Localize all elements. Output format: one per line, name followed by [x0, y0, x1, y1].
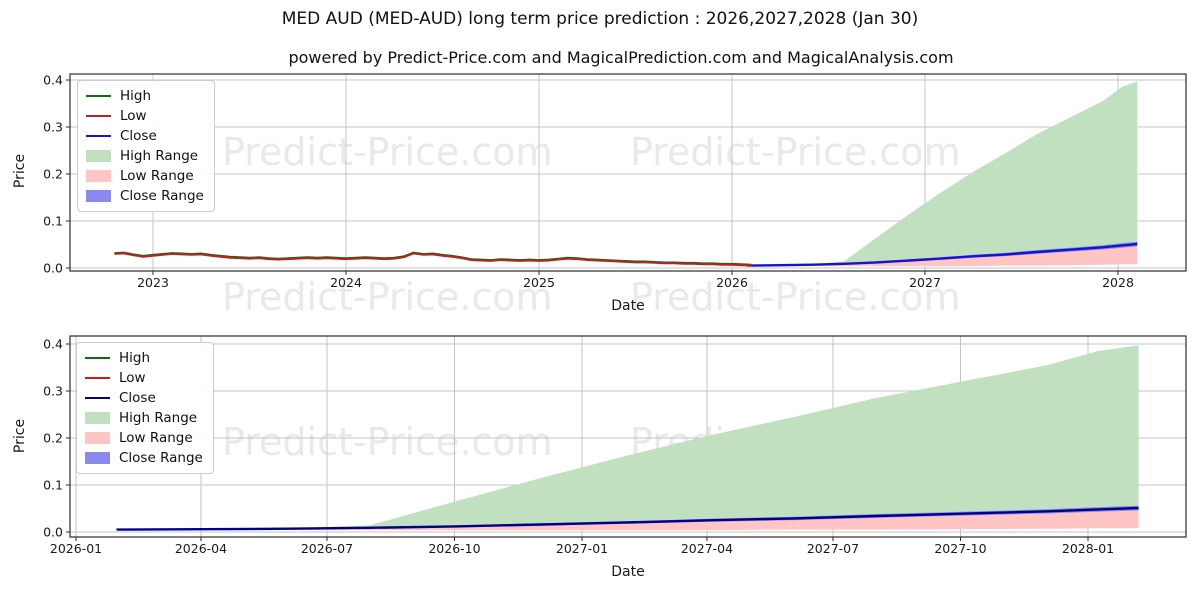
x-axis-label: Date	[611, 298, 644, 314]
plot-border	[69, 335, 1187, 538]
y-tick-label: 0.2	[43, 430, 63, 445]
watermark-text: Predict-Price.com	[630, 130, 961, 174]
high-range-area	[747, 81, 1138, 266]
high-line-swatch	[86, 95, 111, 97]
watermark-text: Predict-Price.com	[630, 275, 961, 319]
legend-item: High Range	[85, 408, 203, 428]
low_range_fill-swatch	[86, 170, 111, 182]
x-tick-label: 2027-07	[807, 541, 859, 556]
x-tick-label: 2026-10	[428, 541, 480, 556]
x-tick-label: 2028-01	[1062, 541, 1114, 556]
y-tick-label: 0.2	[43, 166, 63, 181]
legend-item: Close Range	[86, 186, 204, 206]
low_range_fill-swatch	[85, 432, 110, 444]
legend-label: Close	[119, 390, 156, 406]
high-line-swatch	[85, 357, 110, 359]
legend-label: Low	[120, 108, 147, 124]
y-tick-label: 0.4	[43, 72, 63, 87]
legend-label: High Range	[119, 410, 198, 426]
close_range_fill-swatch	[86, 190, 111, 202]
legend-label: High Range	[120, 148, 199, 164]
legend-label: High	[120, 88, 152, 104]
close-forecast-line	[747, 242, 1138, 267]
y-axis-label: Price	[12, 154, 28, 188]
low-range-area	[747, 244, 1138, 267]
y-tick-label: 0.3	[43, 119, 63, 134]
legend-top-chart: High Low Close High Range Low Range Close Ran…	[77, 80, 215, 212]
legend-label: Low Range	[120, 168, 194, 184]
low-line-swatch	[85, 377, 110, 379]
legend-label: Close Range	[120, 188, 204, 204]
close_range_fill-swatch	[85, 452, 110, 464]
low-line-swatch	[86, 115, 111, 117]
x-tick-label: 2024	[330, 275, 362, 290]
x-tick-label: 2027-01	[556, 541, 608, 556]
x-tick-label: 2027-04	[681, 541, 733, 556]
chart-forecast-zoom-panel: 2026-01 2026-04 2026-07 2026-10 2027-01 2027-…	[12, 335, 1187, 580]
legend-item: Low	[85, 368, 203, 388]
legend-item: Close	[85, 388, 203, 408]
high-range-area	[116, 345, 1139, 530]
x-tick-label: 2025	[523, 275, 555, 290]
x-axis-label: Date	[611, 564, 644, 580]
close-line-swatch	[86, 135, 111, 137]
x-tick-label: 2027-10	[934, 541, 986, 556]
legend-label: Low Range	[119, 430, 193, 446]
y-tick-label: 0.0	[43, 260, 63, 275]
x-tick-label: 2023	[137, 275, 169, 290]
plot-border	[69, 73, 1187, 272]
legend-item: Close Range	[85, 448, 203, 468]
x-tick-label: 2026	[716, 275, 748, 290]
y-tick-label: 0.0	[43, 524, 63, 539]
figure-subtitle: powered by Predict-Price.com and Magical…	[288, 48, 954, 67]
figure-title: MED AUD (MED-AUD) long term price predic…	[281, 9, 919, 29]
chart-long-term-panel: 2023 2024 2025 2026 2027 2028 0.0 0.1 0.2 0.3 0.4 D…	[12, 72, 1187, 314]
x-tick-label: 2026-07	[301, 541, 353, 556]
close-forecast-line	[116, 506, 1139, 531]
legend-item: Low Range	[86, 166, 204, 186]
close-line-swatch	[85, 397, 110, 399]
y-tick-label: 0.3	[43, 383, 63, 398]
high_range_fill-swatch	[85, 412, 110, 424]
y-tick-label: 0.1	[43, 213, 63, 228]
legend-item: High	[86, 86, 204, 106]
x-tick-label: 2026-01	[50, 541, 102, 556]
x-tick-label: 2026-04	[175, 541, 227, 556]
watermark-text: Predict-Price.com	[222, 130, 553, 174]
legend-bottom-chart: High Low Close High Range Low Range Close Ran…	[76, 342, 214, 474]
low-history-line	[114, 252, 752, 267]
legend-label: Close	[120, 128, 157, 144]
y-tick-label: 0.1	[43, 477, 63, 492]
legend-item: Close	[86, 126, 204, 146]
low-range-area	[116, 508, 1139, 531]
legend-item: High Range	[86, 146, 204, 166]
watermark-text: Predict-Price.com	[222, 275, 553, 319]
high_range_fill-swatch	[86, 150, 111, 162]
legend-label: Close Range	[119, 450, 203, 466]
legend-item: High	[85, 348, 203, 368]
y-tick-label: 0.4	[43, 336, 63, 351]
legend-label: High	[119, 350, 151, 366]
legend-item: Low	[86, 106, 204, 126]
x-tick-label: 2027	[909, 275, 941, 290]
watermark-text: Predict-Price.com	[222, 420, 553, 464]
legend-label: Low	[119, 370, 146, 386]
x-tick-label: 2028	[1102, 275, 1134, 290]
y-axis-label: Price	[12, 419, 28, 453]
legend-item: Low Range	[85, 428, 203, 448]
